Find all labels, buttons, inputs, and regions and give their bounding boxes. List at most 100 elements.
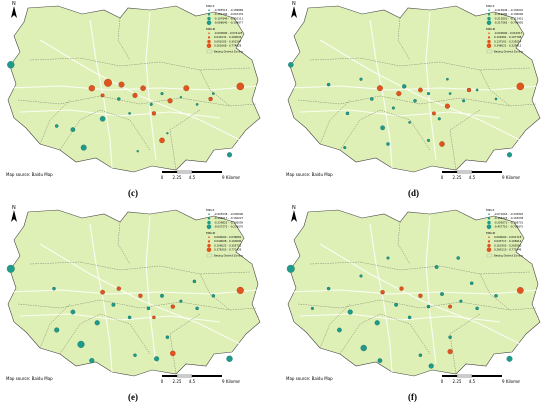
metro-station-marker-negative [192, 279, 197, 284]
district-boundary-line [29, 57, 251, 71]
legend-zone-swatch [486, 253, 493, 258]
scale-tick-label: 2.25 [453, 379, 462, 384]
legend-row-label: -0.112080 - -0.100000 [494, 12, 524, 16]
legend-swatch-orange [487, 36, 491, 39]
metro-station-marker-positive [100, 289, 105, 295]
metro-station-marker-negative [456, 256, 460, 260]
district-boundary-line [59, 109, 151, 151]
road-line [39, 243, 241, 345]
north-arrow-icon: N [11, 205, 17, 222]
metro-station-marker-negative [408, 121, 411, 124]
metro-station-marker-negative [448, 335, 452, 339]
map-panel-f: N MRI-II -0.671663 - -0.303845 -0.165723 - … [280, 204, 550, 408]
district-boundary-line [449, 109, 481, 171]
road-line [145, 11, 157, 161]
metro-station-marker-negative [211, 294, 216, 298]
scale-tick-label: 0 [441, 379, 444, 384]
legend-swatch-orange [208, 236, 210, 238]
district-boundary-line [297, 299, 537, 311]
north-label: N [292, 205, 296, 211]
scale-tick-label: 0 [441, 175, 444, 180]
metro-station-marker-negative [70, 127, 76, 132]
legend-row-label: -0.000000 - 0.010517 [494, 31, 523, 35]
north-arrow-icon: N [291, 1, 297, 18]
legend-row-label: 0.161903 - 0.265560 [494, 243, 522, 247]
legend-title-b: MRI-III [486, 27, 495, 31]
metro-station-marker-positive [118, 81, 125, 88]
metro-station-marker-positive [170, 350, 176, 357]
district-boundary-line [39, 99, 71, 145]
legend-title-a: MRI-II [206, 4, 215, 8]
metro-station-marker-negative [52, 286, 56, 291]
district-boundary-line [169, 109, 201, 171]
metro-station-marker-negative [226, 355, 233, 362]
metro-station-marker-negative [360, 344, 367, 352]
map-svg: N MRI-II-0.385515 - -0.189889-0.191106 - … [7, 1, 261, 173]
legend-row-label: -0.416946 - -0.150001 [494, 8, 524, 12]
metro-station-marker-negative [437, 117, 441, 121]
metro-station-marker-negative [146, 306, 151, 311]
legend-row-label: 0.280110 - 0.772049 [494, 248, 522, 252]
road-line [19, 313, 221, 323]
legend-swatch-teal [206, 20, 212, 26]
metro-station-marker-positive [159, 137, 165, 144]
road-line [425, 215, 437, 365]
metro-station-marker-negative [77, 340, 85, 348]
legend-row-label: -0.000000 - 0.074123 [214, 31, 243, 35]
map-panel-d: N MRI-II -0.416946 - -0.150001 -0.112080 - … [280, 0, 550, 204]
metro-station-marker-negative [89, 358, 95, 364]
metro-station-marker-negative [136, 150, 139, 153]
legend-swatch-teal [207, 217, 211, 220]
north-arrow-icon: N [291, 205, 297, 222]
metro-station-marker-negative [407, 315, 412, 320]
scale-tick-label: 9 Kilometers [502, 175, 520, 180]
district-boundary-line [449, 313, 481, 375]
metro-station-marker-negative [326, 286, 331, 291]
legend-swatch-orange [488, 32, 490, 34]
metro-station-marker-negative [446, 77, 449, 81]
metro-station-marker-positive [431, 111, 436, 116]
metro-station-marker-negative [94, 320, 100, 326]
metro-station-marker-positive [152, 315, 156, 320]
metro-station-marker-negative [475, 306, 479, 311]
district-boundary-line [339, 109, 431, 151]
legend-title-a: MRI-II [486, 208, 495, 212]
scale-tick-label: 4.5 [189, 379, 196, 384]
metro-station-marker-negative [165, 335, 170, 339]
metro-station-marker-positive [418, 87, 423, 93]
district-boundary-line [117, 221, 131, 265]
metro-station-marker-positive [236, 82, 245, 91]
metro-station-marker-negative [359, 77, 363, 81]
metro-station-marker-positive [466, 87, 472, 93]
legend-zone-swatch [206, 253, 213, 258]
metro-station-marker-negative [506, 152, 513, 158]
metro-station-marker-negative [326, 82, 331, 87]
metro-station-marker-negative [426, 138, 431, 142]
metro-station-marker-positive [183, 85, 190, 92]
legend-row-label: 0.102981 - 0.107798 [494, 35, 522, 39]
legend-swatch-teal [488, 9, 490, 11]
legend-row-label: -0.239823 - -0.185095 [214, 220, 244, 224]
road-line [19, 109, 221, 119]
scale-tick-label: 4.5 [469, 175, 476, 180]
district-boundary-line [17, 299, 257, 311]
legend-swatch-teal [486, 224, 492, 230]
district-boundary-line [309, 57, 531, 71]
legend-row-label: 0.378303 - 0.771429 [214, 248, 242, 252]
metro-station-marker-positive [444, 103, 450, 109]
metro-station-marker-negative [402, 84, 407, 89]
metro-station-marker-negative [127, 315, 132, 320]
metro-station-marker-negative [394, 302, 399, 307]
legend: MRI-II-0.905538 - -0.090000-0.186017 - -… [206, 208, 244, 258]
legend-zone-swatch [206, 49, 213, 54]
legend-swatch-orange [486, 247, 492, 253]
metro-station-marker-negative [133, 353, 137, 357]
legend-swatch-orange [486, 43, 492, 49]
metro-station-marker-positive [380, 290, 385, 295]
map-svg: N MRI-II-0.905538 - -0.090000-0.186017 - … [6, 205, 261, 377]
district-boundary-line [17, 95, 257, 107]
legend-row-label: -0.107849 - -0.050111 [214, 16, 244, 20]
legend-swatch-teal [487, 13, 491, 16]
scale-tick-label: 0 [161, 379, 164, 384]
north-label: N [12, 205, 16, 211]
